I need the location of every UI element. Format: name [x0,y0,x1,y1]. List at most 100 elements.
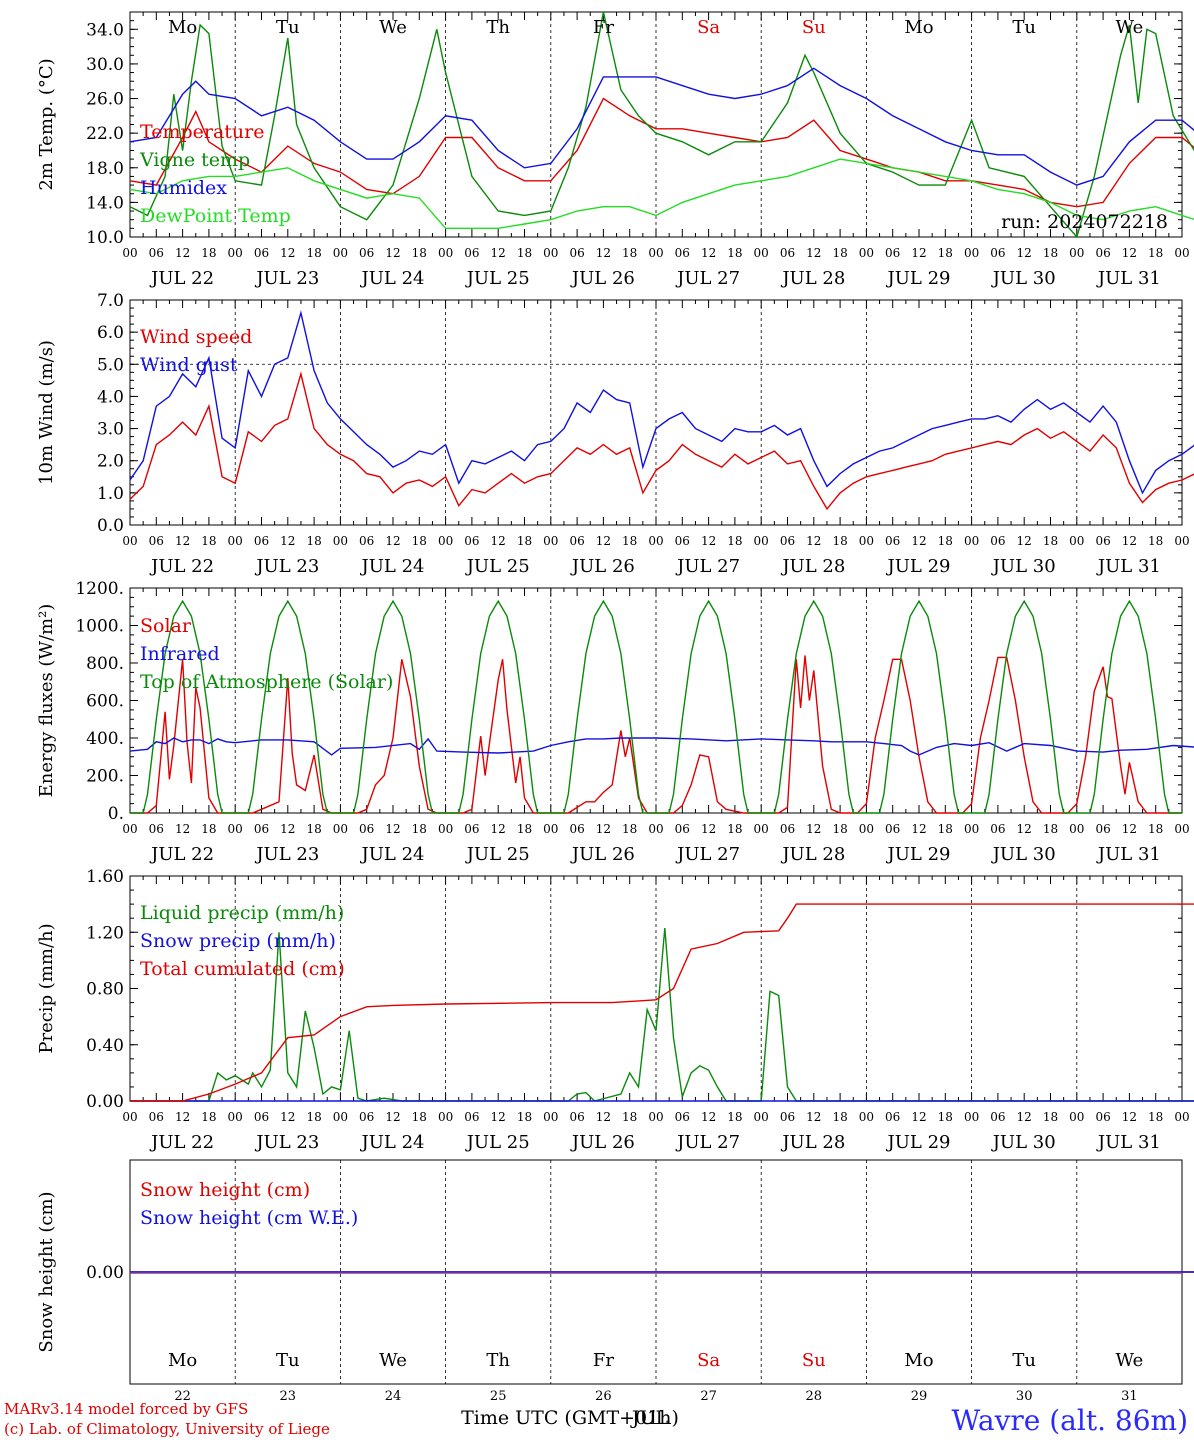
hour-tick-label: 12 [385,534,400,548]
y-tick-label: 1000. [75,617,124,637]
day-name-label: Th [486,17,510,38]
hour-tick-label: 06 [885,822,900,836]
series-line [130,903,1194,1102]
day-name-label: Su [802,1350,826,1371]
hour-tick-label: 00 [648,246,663,260]
day-name-label: We [379,17,407,38]
hour-tick-label: 00 [1069,246,1084,260]
panel-frame [129,11,1183,238]
day-name-label: Su [802,17,826,38]
hour-tick-label: 12 [491,246,506,260]
hour-tick-label: 12 [701,246,716,260]
hour-tick-label: 00 [228,246,243,260]
hour-tick-label: 18 [306,246,321,260]
day-number-label: 31 [1121,1389,1138,1404]
hour-tick-label: 18 [832,246,847,260]
date-tick-label: JUL 22 [149,556,214,577]
y-tick-label: 18.0 [86,159,124,179]
y-tick-label: 5.0 [97,355,124,375]
hour-tick-label: 00 [333,534,348,548]
hour-tick-label: 18 [1043,534,1058,548]
hour-tick-label: 18 [622,246,637,260]
date-tick-label: JUL 24 [360,1132,425,1153]
hour-tick-label: 18 [1148,822,1163,836]
hour-tick-label: 18 [201,822,216,836]
hour-tick-label: 12 [911,534,926,548]
y-tick-label: 400. [86,729,124,749]
legend-entry: Infrared [140,643,220,665]
model-credit: MARv3.14 model forced by GFS [4,1400,248,1418]
day-name-label: Mo [168,1350,197,1371]
hour-tick-label: 00 [1174,534,1189,548]
hour-tick-label: 00 [859,1110,874,1124]
hour-tick-label: 12 [596,1110,611,1124]
y-tick-label: 0.40 [86,1036,124,1056]
legend-entry: Wind gust [140,354,238,376]
hour-tick-label: 00 [1174,822,1189,836]
day-name-label: Tu [276,17,300,38]
hour-tick-label: 12 [1122,822,1137,836]
date-tick-label: JUL 26 [570,556,635,577]
hour-tick-label: 00 [648,1110,663,1124]
hour-tick-label: 12 [806,246,821,260]
hour-tick-label: 12 [175,1110,190,1124]
hour-tick-label: 00 [543,534,558,548]
legend-entry: Vigne temp [139,149,250,171]
day-number-label: 24 [385,1389,402,1404]
hour-tick-label: 00 [438,822,453,836]
hour-tick-label: 12 [701,1110,716,1124]
y-tick-label: 4.0 [97,387,124,407]
y-tick-label: 22.0 [86,124,124,144]
hour-tick-label: 12 [385,1110,400,1124]
date-tick-label: JUL 28 [780,556,845,577]
hour-tick-label: 12 [911,822,926,836]
hour-tick-label: 00 [754,822,769,836]
day-name-label: Tu [1012,1350,1036,1371]
hour-tick-label: 12 [175,534,190,548]
hour-tick-label: 06 [464,246,479,260]
hour-tick-label: 12 [911,246,926,260]
date-tick-label: JUL 28 [780,844,845,865]
day-name-label: Tu [276,1350,300,1371]
hour-tick-label: 18 [517,534,532,548]
hour-tick-label: 00 [964,246,979,260]
hour-tick-label: 12 [596,822,611,836]
y-axis-label: 10m Wind (m/s) [36,340,57,485]
hour-tick-label: 12 [175,246,190,260]
hour-tick-label: 00 [543,822,558,836]
hour-tick-label: 06 [1095,534,1110,548]
day-number-label: 22 [174,1389,191,1404]
hour-tick-label: 06 [464,822,479,836]
day-name-label: Mo [904,1350,933,1371]
day-name-label: Sa [697,17,720,38]
series-line [129,158,1194,230]
hour-tick-label: 18 [517,246,532,260]
date-tick-label: JUL 27 [675,1132,740,1153]
y-tick-label: 34.0 [86,20,124,40]
hour-tick-label: 18 [938,1110,953,1124]
hour-tick-label: 06 [780,1110,795,1124]
date-tick-label: JUL 22 [149,844,214,865]
hour-tick-label: 18 [306,1110,321,1124]
y-tick-label: 800. [86,654,124,674]
hour-tick-label: 00 [1069,1110,1084,1124]
hour-tick-label: 00 [754,246,769,260]
day-name-label: Sa [697,1350,720,1371]
y-axis-label: Precip (mm/h) [36,923,57,1053]
hour-tick-label: 00 [859,822,874,836]
hour-tick-label: 18 [1148,246,1163,260]
hour-tick-label: 06 [359,1110,374,1124]
series-line [129,67,1194,186]
legend-entry: Wind speed [140,326,252,348]
hour-tick-label: 12 [1017,1110,1032,1124]
hour-tick-label: 00 [228,1110,243,1124]
date-tick-label: JUL 22 [149,1132,214,1153]
hour-tick-label: 06 [464,1110,479,1124]
hour-tick-label: 18 [412,246,427,260]
hour-tick-label: 18 [727,534,742,548]
hour-tick-label: 06 [1095,246,1110,260]
hour-tick-label: 18 [412,534,427,548]
hour-tick-label: 12 [701,534,716,548]
legend-entry: Snow height (cm) [140,1179,310,1201]
